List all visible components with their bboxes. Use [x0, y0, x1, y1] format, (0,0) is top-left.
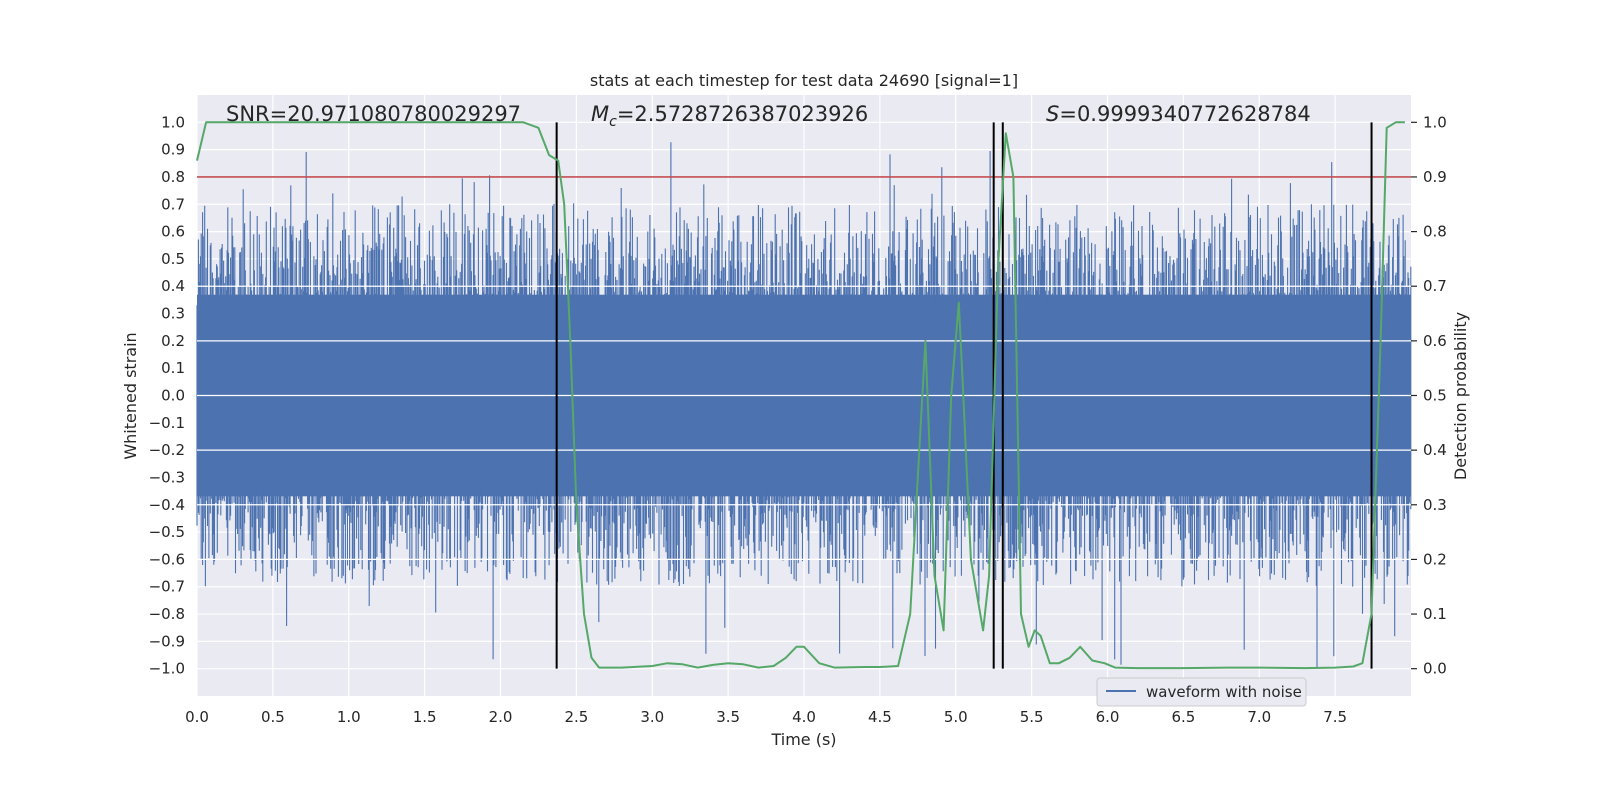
x-tick-label: 5.5: [1020, 708, 1044, 726]
y2-tick-label: 0.8: [1423, 223, 1447, 241]
probability-series: [196, 121, 1405, 670]
y-tick-label: −0.5: [149, 523, 185, 541]
y-tick-label: 0.0: [161, 387, 185, 405]
waveform-trace: [196, 142, 1412, 669]
y-axis-label: Whitened strain: [121, 332, 140, 459]
chirp-mass-value: =2.5728726387023926: [617, 102, 868, 126]
x-tick-label: 6.0: [1096, 708, 1120, 726]
probability-line: [196, 121, 1405, 670]
y2-tick-label: 0.3: [1423, 496, 1447, 514]
x-tick-label: 2.5: [564, 708, 588, 726]
y-tick-label: −0.9: [149, 632, 185, 650]
chirp-mass-symbol: M: [591, 102, 609, 126]
y-tick-label: 0.4: [161, 277, 185, 295]
y-tick-label: −0.7: [149, 578, 185, 596]
y-tick-label: 0.7: [161, 195, 185, 213]
legend: waveform with noise: [1096, 677, 1307, 707]
y2-tick-label: 0.4: [1423, 441, 1447, 459]
y2-tick-label: 0.5: [1423, 387, 1447, 405]
y2-tick-label: 0.1: [1423, 605, 1447, 623]
y2-axis-label: Detection probability: [1451, 312, 1470, 480]
legend-box: [1096, 677, 1307, 707]
y2-tick-labels: 1.0 0.9 0.8 0.7 0.6 0.5 0.4 0.3 0.2 0.1 0.0: [1411, 113, 1447, 678]
y-tick-label: 0.8: [161, 168, 185, 186]
score-annotation: S=0.9999340772628784: [1046, 102, 1311, 126]
x-tick-label: 4.5: [868, 708, 892, 726]
horizontal-grid-overlay: [197, 285, 1411, 561]
x-tick-label: 5.0: [944, 708, 968, 726]
score-value: =0.9999340772628784: [1059, 102, 1310, 126]
y-tick-label: 0.5: [161, 250, 185, 268]
y2-tick-label: 0.7: [1423, 277, 1447, 295]
y-tick-label: −0.3: [149, 468, 185, 486]
chirp-mass-subscript: c: [609, 114, 617, 130]
y2-tick-label: 0.2: [1423, 550, 1447, 568]
y2-tick-label: 0.6: [1423, 332, 1447, 350]
y-tick-label: −0.1: [149, 414, 185, 432]
x-tick-label: 2.0: [489, 708, 513, 726]
legend-label: waveform with noise: [1146, 683, 1302, 701]
chart-title: stats at each timestep for test data 246…: [590, 71, 1018, 90]
y-tick-label: 0.1: [161, 359, 185, 377]
x-tick-label: 6.5: [1171, 708, 1195, 726]
y-tick-label: 1.0: [161, 113, 185, 131]
y-tick-labels: 1.0 0.9 0.8 0.7 0.6 0.5 0.4 0.3 0.2 0.1 0.0 −0.1 −0.…: [149, 113, 185, 677]
x-tick-label: 0.0: [185, 708, 209, 726]
x-tick-label: 3.0: [640, 708, 664, 726]
x-tick-label: 1.5: [413, 708, 437, 726]
x-axis-label: Time (s): [770, 730, 836, 749]
y-tick-label: 0.6: [161, 223, 185, 241]
y2-tick-label: 1.0: [1423, 113, 1447, 131]
y-tick-label: 0.2: [161, 332, 185, 350]
y-tick-label: −0.2: [149, 441, 185, 459]
x-tick-labels: 0.0 0.5 1.0 1.5 2.0 2.5 3.0 3.5 4.0 4.5 5.0 5.5 6.0 6…: [185, 708, 1347, 726]
y-tick-label: 0.9: [161, 141, 185, 159]
x-tick-label: 0.5: [261, 708, 285, 726]
y-tick-label: −0.4: [149, 496, 185, 514]
x-tick-label: 1.0: [337, 708, 361, 726]
x-tick-label: 4.0: [792, 708, 816, 726]
x-tick-label: 7.0: [1247, 708, 1271, 726]
y-tick-label: −0.8: [149, 605, 185, 623]
y-tick-label: −1.0: [149, 660, 185, 678]
score-symbol: S: [1046, 102, 1059, 126]
y-tick-label: 0.3: [161, 305, 185, 323]
x-tick-label: 3.5: [716, 708, 740, 726]
snr-annotation: SNR=20.971080780029297: [226, 102, 521, 126]
chirp-mass-annotation: Mc=2.5728726387023926: [591, 102, 868, 130]
y2-tick-label: 0.0: [1423, 660, 1447, 678]
x-tick-label: 7.5: [1323, 708, 1347, 726]
y2-tick-label: 0.9: [1423, 168, 1447, 186]
y-tick-label: −0.6: [149, 550, 185, 568]
